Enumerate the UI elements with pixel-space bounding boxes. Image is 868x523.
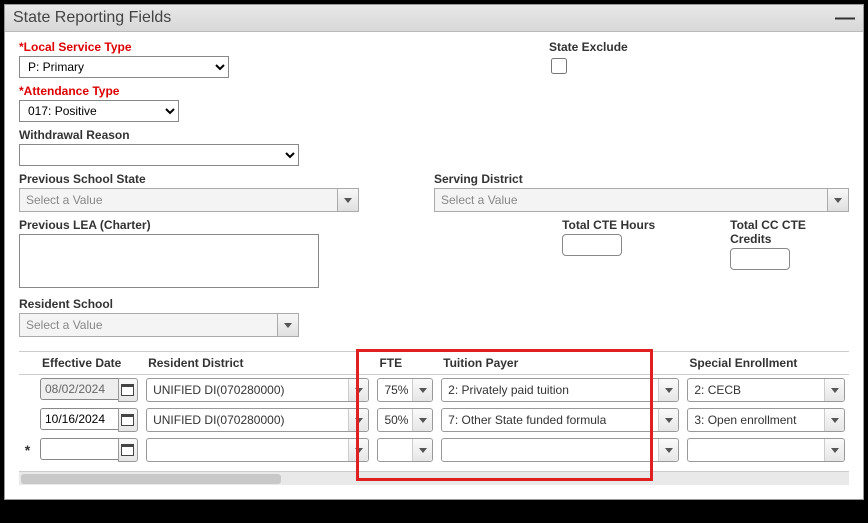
row-marker: *	[19, 435, 36, 465]
withdrawal-reason-label: Withdrawal Reason	[19, 128, 849, 144]
special-enrollment-select-value	[687, 438, 845, 462]
chevron-down-icon[interactable]	[824, 439, 844, 461]
resident-district-select-value	[146, 438, 369, 462]
effective-date-input[interactable]	[40, 438, 118, 460]
total-cc-cte-credits-input[interactable]	[730, 248, 790, 270]
previous-school-state-input[interactable]: Select a Value	[19, 188, 337, 212]
tuition-payer-select[interactable]: 7: Other State funded formula	[441, 408, 679, 432]
row-marker	[19, 405, 36, 435]
panel-title: State Reporting Fields	[13, 9, 171, 27]
local-service-type-select[interactable]: P: Primary	[19, 56, 229, 78]
resident-school-combo[interactable]: Select a Value	[19, 313, 299, 337]
total-cc-cte-credits-label: Total CC CTE Credits	[730, 218, 849, 248]
col-effective-date: Effective Date	[36, 352, 142, 375]
tuition-payer-select-value: 2: Privately paid tuition	[441, 378, 679, 402]
previous-lea-label: Previous LEA (Charter)	[19, 218, 542, 234]
previous-school-state-label: Previous School State	[19, 172, 414, 188]
state-exclude-label: State Exclude	[549, 40, 628, 56]
chevron-down-icon[interactable]	[337, 188, 359, 212]
serving-district-label: Serving District	[434, 172, 849, 188]
attendance-type-label: Attendance Type	[19, 84, 849, 100]
local-service-type-label: Local Service Type	[19, 40, 549, 56]
special-enrollment-select[interactable]: 3: Open enrollment	[687, 408, 845, 432]
col-fte: FTE	[373, 352, 437, 375]
chevron-down-icon[interactable]	[348, 409, 368, 431]
resident-district-select-value: UNIFIED DI(070280000)	[146, 408, 369, 432]
resident-district-select[interactable]	[146, 438, 369, 462]
state-exclude-checkbox[interactable]	[551, 58, 567, 74]
special-enrollment-select[interactable]: 2: CECB	[687, 378, 845, 402]
fte-select[interactable]: 50%	[377, 408, 433, 432]
chevron-down-icon[interactable]	[658, 379, 678, 401]
effective-date-input	[40, 378, 118, 400]
withdrawal-reason-select[interactable]	[19, 144, 299, 166]
tuition-payer-select[interactable]: 2: Privately paid tuition	[441, 378, 679, 402]
enrollment-grid: Effective Date Resident District FTE Tui…	[19, 351, 849, 485]
horizontal-scrollbar[interactable]	[19, 471, 849, 485]
resident-school-label: Resident School	[19, 297, 849, 313]
col-tuition-payer: Tuition Payer	[437, 352, 683, 375]
chevron-down-icon[interactable]	[348, 379, 368, 401]
state-reporting-panel: State Reporting Fields — Local Service T…	[4, 4, 864, 500]
total-cte-hours-label: Total CTE Hours	[562, 218, 710, 234]
resident-district-select-value: UNIFIED DI(070280000)	[146, 378, 369, 402]
special-enrollment-select-value: 3: Open enrollment	[687, 408, 845, 432]
panel-header: State Reporting Fields —	[5, 5, 863, 32]
chevron-down-icon[interactable]	[824, 409, 844, 431]
chevron-down-icon[interactable]	[827, 188, 849, 212]
chevron-down-icon[interactable]	[658, 439, 678, 461]
chevron-down-icon[interactable]	[412, 379, 432, 401]
previous-lea-textarea[interactable]	[19, 234, 319, 288]
special-enrollment-select[interactable]	[687, 438, 845, 462]
special-enrollment-select-value: 2: CECB	[687, 378, 845, 402]
row-marker	[19, 375, 36, 406]
chevron-down-icon[interactable]	[348, 439, 368, 461]
chevron-down-icon[interactable]	[412, 409, 432, 431]
collapse-icon[interactable]: —	[835, 11, 855, 25]
tuition-payer-select[interactable]	[441, 438, 679, 462]
resident-district-select[interactable]: UNIFIED DI(070280000)	[146, 378, 369, 402]
serving-district-input[interactable]: Select a Value	[434, 188, 827, 212]
previous-school-state-combo[interactable]: Select a Value	[19, 188, 359, 212]
calendar-icon[interactable]	[118, 438, 138, 462]
tuition-payer-select-value	[441, 438, 679, 462]
resident-district-select[interactable]: UNIFIED DI(070280000)	[146, 408, 369, 432]
calendar-icon[interactable]	[118, 408, 138, 432]
fte-select[interactable]	[377, 438, 433, 462]
chevron-down-icon[interactable]	[412, 439, 432, 461]
chevron-down-icon[interactable]	[277, 313, 299, 337]
total-cte-hours-input[interactable]	[562, 234, 622, 256]
fte-select[interactable]: 75%	[377, 378, 433, 402]
col-special-enrollment: Special Enrollment	[683, 352, 849, 375]
chevron-down-icon[interactable]	[658, 409, 678, 431]
resident-school-input[interactable]: Select a Value	[19, 313, 277, 337]
tuition-payer-select-value: 7: Other State funded formula	[441, 408, 679, 432]
chevron-down-icon[interactable]	[824, 379, 844, 401]
calendar-icon[interactable]	[118, 378, 138, 402]
serving-district-combo[interactable]: Select a Value	[434, 188, 849, 212]
effective-date-input[interactable]	[40, 408, 118, 430]
panel-body: Local Service Type P: Primary State Excl…	[5, 32, 863, 499]
attendance-type-select[interactable]: 017: Positive	[19, 100, 179, 122]
col-resident-district: Resident District	[142, 352, 373, 375]
